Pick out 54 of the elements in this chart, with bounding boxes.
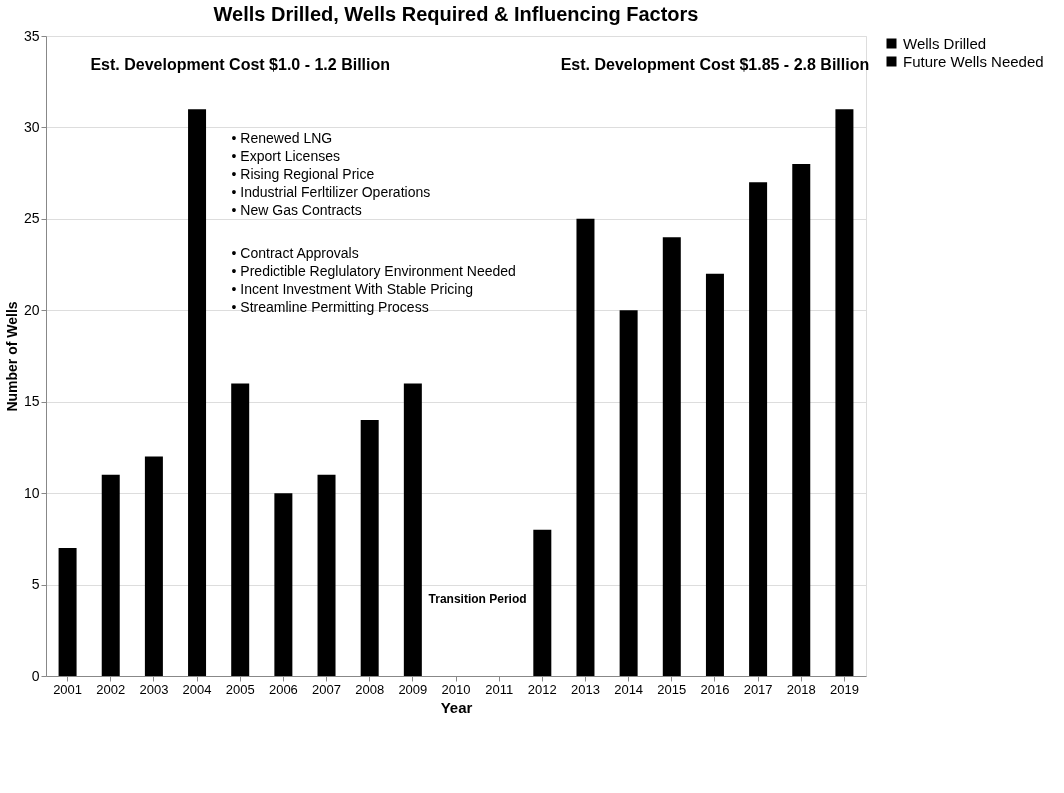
- y-tick-label: 0: [31, 667, 40, 684]
- y-tick-label: 20: [23, 301, 40, 318]
- bar: [662, 237, 681, 676]
- bar: [792, 164, 811, 676]
- x-tick-label: 2007: [312, 681, 341, 697]
- annotation: • Contract Approvals • Predictible Reglulatory Environment Needed • Incent Investment With Stable Pricing • Streamline Permitting Process: [231, 245, 516, 316]
- x-tick-label: 2018: [786, 681, 816, 697]
- x-tick-label: 2003: [139, 681, 169, 697]
- x-tick-label: 2014: [614, 681, 644, 697]
- y-tick-label: 25: [23, 210, 40, 227]
- x-tick-label: 2002: [96, 681, 126, 697]
- y-tick-label: 5: [31, 576, 40, 593]
- annotation: Est. Development Cost $1.0 - 1.2 Billion: [90, 55, 391, 73]
- legend-label: Wells Drilled: [903, 34, 987, 52]
- x-tick-label: 2015: [657, 681, 687, 697]
- bar: [360, 420, 379, 676]
- bar: [231, 383, 250, 676]
- x-tick-label: 2009: [398, 681, 428, 697]
- x-tick-label: 2005: [225, 681, 255, 697]
- x-tick-label: 2019: [829, 681, 859, 697]
- x-tick-label: 2012: [527, 681, 557, 697]
- x-tick-label: 2011: [485, 681, 514, 697]
- bar: [576, 218, 595, 676]
- y-axis-title: Number of Wells: [3, 301, 20, 412]
- annotation: Transition Period: [428, 592, 527, 607]
- annotation: • Renewed LNG • Export Licenses • Rising Regional Price • Industrial Ferltilizer Operations • New Gas Contracts: [231, 130, 431, 218]
- x-tick-label: 2001: [53, 681, 83, 697]
- x-tick-label: 2013: [571, 681, 600, 697]
- bar: [403, 383, 422, 676]
- y-tick-label: 15: [23, 393, 40, 410]
- y-tick-label: 30: [23, 118, 40, 135]
- x-axis-title: Year: [440, 698, 473, 716]
- bar: [144, 456, 163, 676]
- bar: [274, 493, 293, 676]
- x-tick-label: 2006: [268, 681, 298, 697]
- bar: [317, 474, 336, 676]
- bar: [705, 273, 724, 676]
- annotation: Est. Development Cost $1.85 - 2.8 Billion: [560, 55, 870, 73]
- bar: [619, 310, 638, 676]
- x-tick-label: 2010: [441, 681, 471, 697]
- bar: [835, 109, 854, 676]
- x-tick-label: 2008: [355, 681, 385, 697]
- x-tick-label: 2004: [182, 681, 212, 697]
- bar: [188, 109, 207, 676]
- bar: [58, 548, 77, 676]
- y-tick-label: 10: [23, 484, 40, 501]
- y-tick-label: 35: [23, 27, 40, 44]
- bar: [749, 182, 768, 676]
- x-tick-label: 2016: [700, 681, 730, 697]
- bar: [533, 529, 552, 676]
- chart-title: Wells Drilled, Wells Required & Influencing Factors: [213, 3, 699, 25]
- legend-label: Future Wells Needed: [903, 52, 1044, 70]
- bar: [101, 474, 120, 676]
- x-tick-label: 2017: [743, 681, 773, 697]
